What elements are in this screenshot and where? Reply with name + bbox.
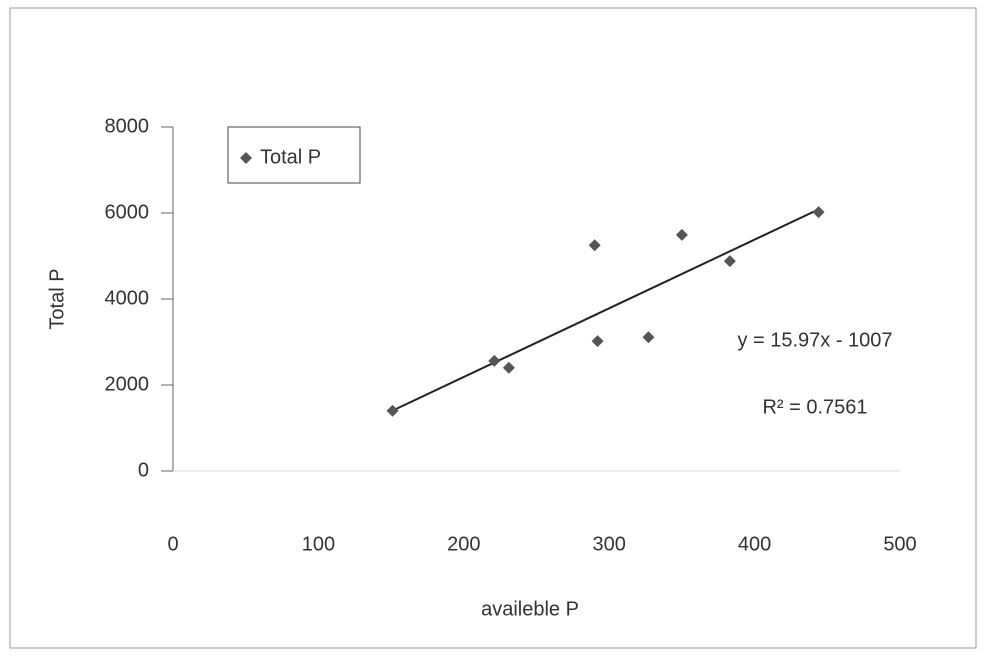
trendline-equation: y = 15.97x - 1007 — [737, 329, 892, 351]
trendline — [393, 209, 819, 410]
data-point — [813, 206, 825, 218]
data-point — [642, 331, 654, 343]
x-tick-label: 200 — [447, 533, 480, 555]
page: {"chart_data": {"type": "scatter", "x_la… — [0, 0, 986, 662]
y-tick-label: 2000 — [105, 373, 150, 395]
y-tick-label: 8000 — [105, 115, 150, 137]
data-point — [387, 405, 399, 417]
y-tick-label: 4000 — [105, 287, 150, 309]
data-point — [589, 239, 601, 251]
data-point — [592, 335, 604, 347]
x-axis-label: availeble P — [481, 598, 579, 620]
data-point — [503, 362, 515, 374]
x-tick-label: 500 — [883, 533, 916, 555]
x-tick-label: 100 — [302, 533, 335, 555]
y-tick-label: 6000 — [105, 201, 150, 223]
x-tick-label: 0 — [167, 533, 178, 555]
data-point — [724, 255, 736, 267]
data-point — [676, 229, 688, 241]
x-tick-label: 400 — [738, 533, 771, 555]
r-squared: R² = 0.7561 — [762, 396, 867, 418]
x-tick-label: 300 — [593, 533, 626, 555]
legend-label: Total P — [260, 146, 321, 168]
y-tick-label: 0 — [138, 459, 149, 481]
chart-frame — [10, 8, 976, 648]
y-axis-label: Total P — [46, 268, 68, 329]
chart: availeble P Total P 0 2000 4000 6000 8000 0 10… — [0, 0, 986, 657]
